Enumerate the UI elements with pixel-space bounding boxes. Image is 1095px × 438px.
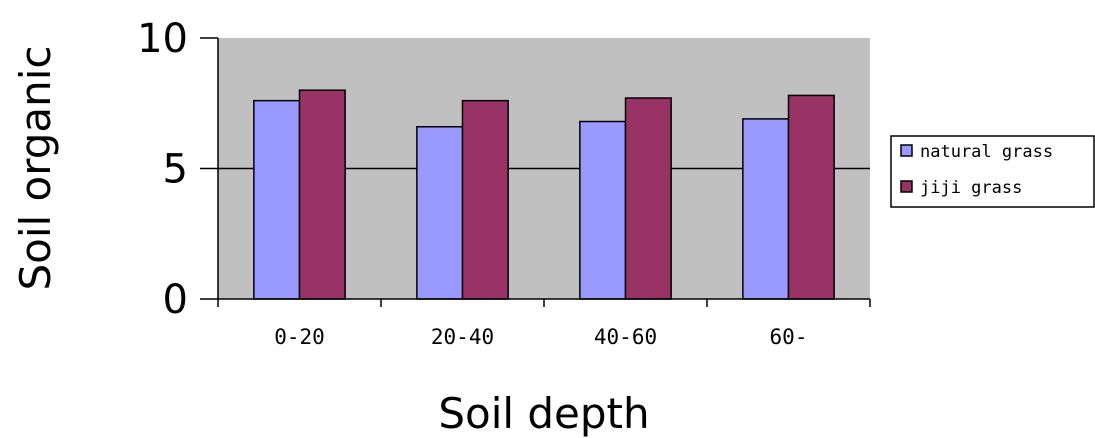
bar [787, 94, 835, 300]
bar [298, 89, 346, 300]
legend: natural grass jiji grass [890, 135, 1095, 208]
bar [253, 99, 301, 300]
y-tick-label: 0 [163, 277, 188, 323]
legend-swatch-natural-grass [900, 144, 913, 157]
y-tick-labels: 0 5 10 [137, 16, 188, 323]
x-tick-label: 20-40 [431, 325, 494, 349]
x-axis-title: Soil depth [438, 389, 649, 438]
legend-label-natural-grass: natural grass [920, 142, 1053, 162]
legend-box [890, 135, 1095, 208]
bar [742, 118, 790, 300]
y-tick-label: 5 [163, 147, 188, 193]
legend-label-jiji-grass: jiji grass [920, 178, 1022, 198]
bar [416, 125, 464, 300]
bar [461, 99, 509, 300]
axes [200, 37, 871, 307]
bar [624, 97, 672, 300]
x-tick-label: 0-20 [274, 325, 325, 349]
x-tick-labels: 0-20 20-40 40-60 60- [274, 325, 807, 349]
x-tick-label: 60- [770, 325, 808, 349]
y-axis-title: Soil organic [11, 45, 60, 290]
y-tick-label: 10 [137, 16, 188, 62]
bar [579, 120, 627, 300]
x-tick-label: 40-60 [594, 325, 657, 349]
legend-swatch-jiji-grass [900, 180, 913, 193]
